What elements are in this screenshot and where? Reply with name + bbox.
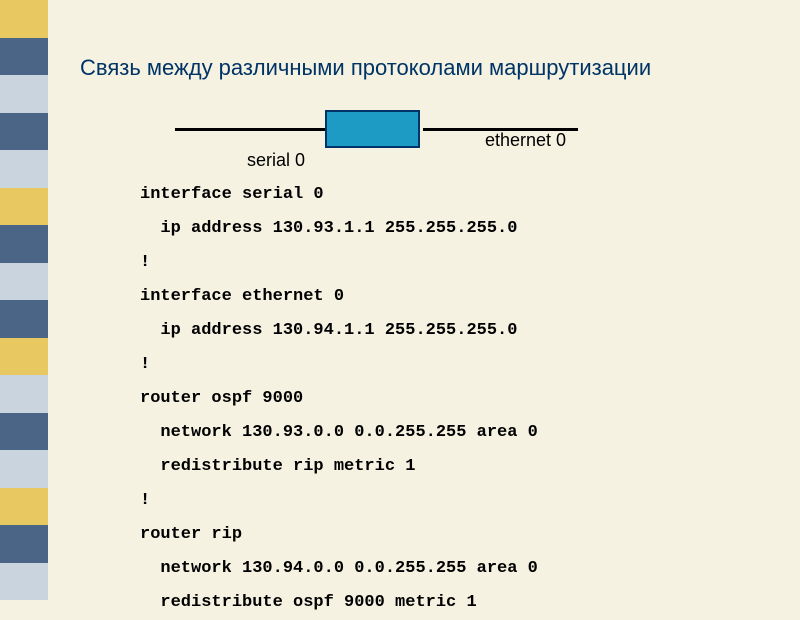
serial-link-line [175,128,325,131]
slide-title: Связь между различными протоколами маршр… [80,55,651,81]
sidebar-stripe [0,188,48,226]
sidebar-stripe [0,375,48,413]
sidebar-stripe [0,450,48,488]
sidebar-stripe [0,150,48,188]
sidebar-stripe [0,300,48,338]
sidebar-stripe [0,413,48,451]
sidebar-stripe [0,225,48,263]
sidebar-stripe [0,113,48,151]
ethernet-label: ethernet 0 [485,130,566,151]
sidebar-stripe [0,0,48,38]
sidebar-stripe [0,525,48,563]
decorative-sidebar [0,0,48,600]
router-icon [325,110,420,148]
network-diagram: serial 0 ethernet 0 [165,110,595,165]
serial-label: serial 0 [247,150,305,171]
sidebar-stripe [0,338,48,376]
sidebar-stripe [0,38,48,76]
sidebar-stripe [0,488,48,526]
sidebar-stripe [0,75,48,113]
sidebar-stripe [0,263,48,301]
sidebar-stripe [0,563,48,601]
router-config-text: interface serial 0 ip address 130.93.1.1… [140,178,538,620]
